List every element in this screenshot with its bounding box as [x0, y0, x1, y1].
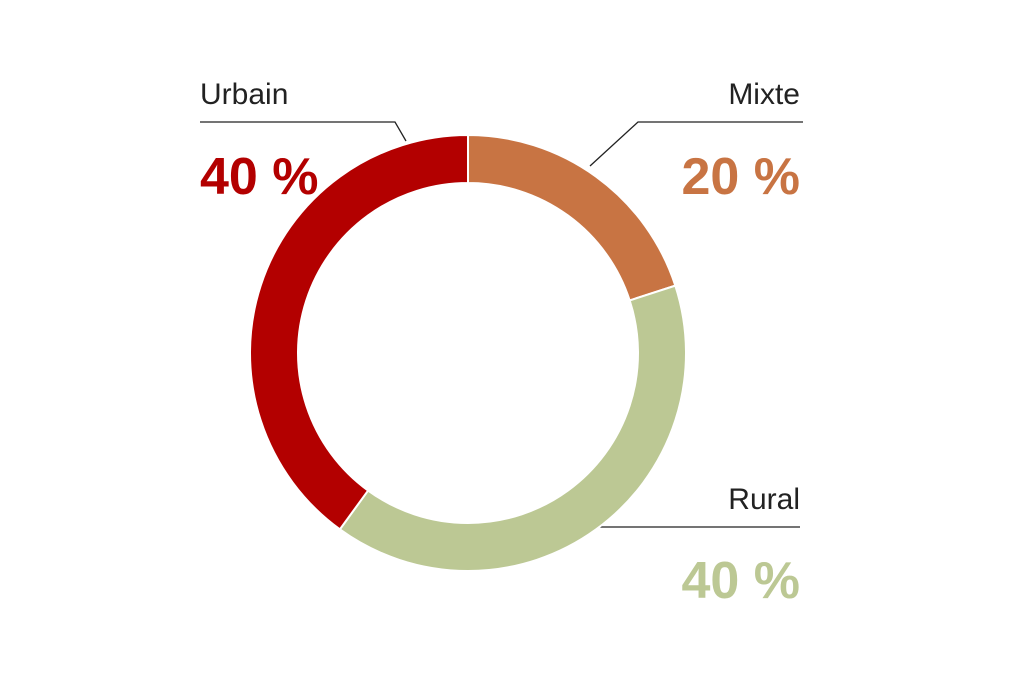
- leader-line: [200, 121, 407, 142]
- leader-line: [589, 121, 803, 167]
- value-label: 20 %: [681, 148, 800, 206]
- category-label: Rural: [728, 483, 800, 516]
- donut-segment: [467, 133, 677, 302]
- category-label: Mixte: [728, 78, 800, 111]
- category-label: Urbain: [200, 78, 288, 111]
- donut-segment: [338, 284, 687, 572]
- value-label: 40 %: [200, 148, 319, 206]
- value-label: 40 %: [681, 552, 800, 610]
- donut-segment: [249, 133, 469, 531]
